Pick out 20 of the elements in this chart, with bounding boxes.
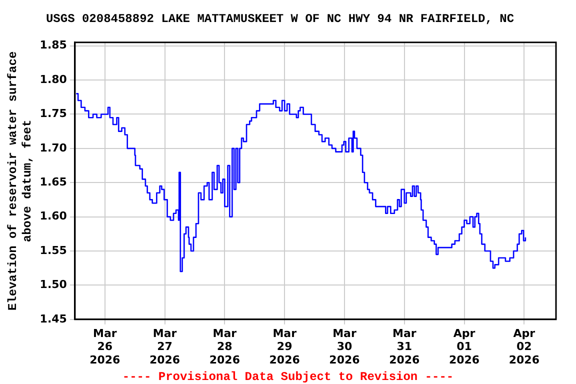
y-tick-label: 1.75 — [40, 107, 67, 120]
y-tick-label: 1.55 — [40, 244, 67, 257]
y-tick-label: 1.60 — [40, 210, 68, 223]
x-tick-label: Mar 26 2026 — [90, 326, 121, 366]
y-tick-label: 1.65 — [40, 175, 67, 188]
y-tick-label: 1.85 — [40, 38, 67, 52]
x-tick-label: Mar 30 2026 — [329, 326, 360, 366]
y-tick-label: 1.70 — [40, 141, 68, 154]
x-tick-label: Mar 29 2026 — [269, 326, 300, 366]
chart-title: USGS 0208458892 LAKE MATTAMUSKEET W OF NC HWY 94 NR FAIRFIELD, NC — [46, 12, 514, 26]
x-tick-label: Apr 02 2026 — [508, 326, 540, 366]
x-tick-label: Mar 27 2026 — [149, 326, 180, 366]
text: ---- Provisional Data Subject to Revision ---- — [122, 370, 454, 384]
y-tick-label: 1.45 — [40, 312, 67, 326]
x-tick-label: Mar 31 2026 — [389, 326, 420, 366]
x-tick-label: Apr 01 2026 — [448, 326, 480, 366]
y-axis-title: Elevation of reservoir water surface above datum, feet — [6, 51, 35, 311]
y-tick-label: 1.80 — [40, 72, 68, 86]
y-tick-label: 1.50 — [40, 278, 68, 292]
x-tick-label: Mar 28 2026 — [209, 326, 240, 366]
